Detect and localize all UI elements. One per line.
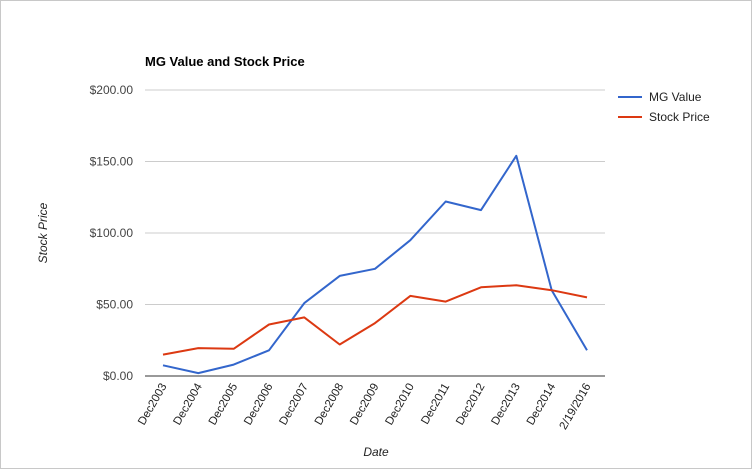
chart-title: MG Value and Stock Price <box>145 54 305 69</box>
series-line-mg-value <box>162 154 588 375</box>
x-tick-label: Dec2013 <box>490 382 523 428</box>
y-tick-label: $150.00 <box>90 155 134 169</box>
x-tick-label: Dec2010 <box>384 382 417 428</box>
series-line-stock-price <box>162 284 588 356</box>
series-mg-value <box>162 154 588 375</box>
x-tick-label: 2/19/2016 <box>558 382 594 432</box>
y-axis-title: Stock Price <box>36 202 50 263</box>
x-tick-label: Dec2007 <box>278 382 311 428</box>
x-tick-label: Dec2014 <box>525 381 559 427</box>
y-axis-ticks: $0.00 $50.00 $100.00 $150.00 $200.00 <box>90 83 134 383</box>
x-tick-label: Dec2006 <box>242 382 275 428</box>
y-tick-label: $100.00 <box>90 226 134 240</box>
legend-label-mg-value: MG Value <box>649 90 702 104</box>
x-tick-label: Dec2012 <box>454 382 487 428</box>
y-tick-label: $200.00 <box>90 83 134 97</box>
legend-label-stock-price: Stock Price <box>649 110 710 124</box>
y-tick-label: $0.00 <box>103 369 133 383</box>
x-tick-label: Dec2011 <box>419 382 452 427</box>
series-stock-price <box>162 284 588 356</box>
x-tick-label: Dec2004 <box>172 381 206 427</box>
series-lines <box>162 154 588 375</box>
y-tick-label: $50.00 <box>96 298 133 312</box>
x-axis-ticks: Dec2003 Dec2004 Dec2005 Dec2006 Dec2007 Dec20… <box>136 381 593 432</box>
x-tick-label: Dec2005 <box>207 382 240 428</box>
x-tick-label: Dec2009 <box>348 382 381 428</box>
x-tick-label: Dec2008 <box>313 382 346 428</box>
x-axis-title: Date <box>363 445 389 459</box>
gridlines <box>145 89 605 305</box>
legend: MG Value Stock Price <box>618 90 710 124</box>
x-tick-label: Dec2003 <box>136 382 169 428</box>
